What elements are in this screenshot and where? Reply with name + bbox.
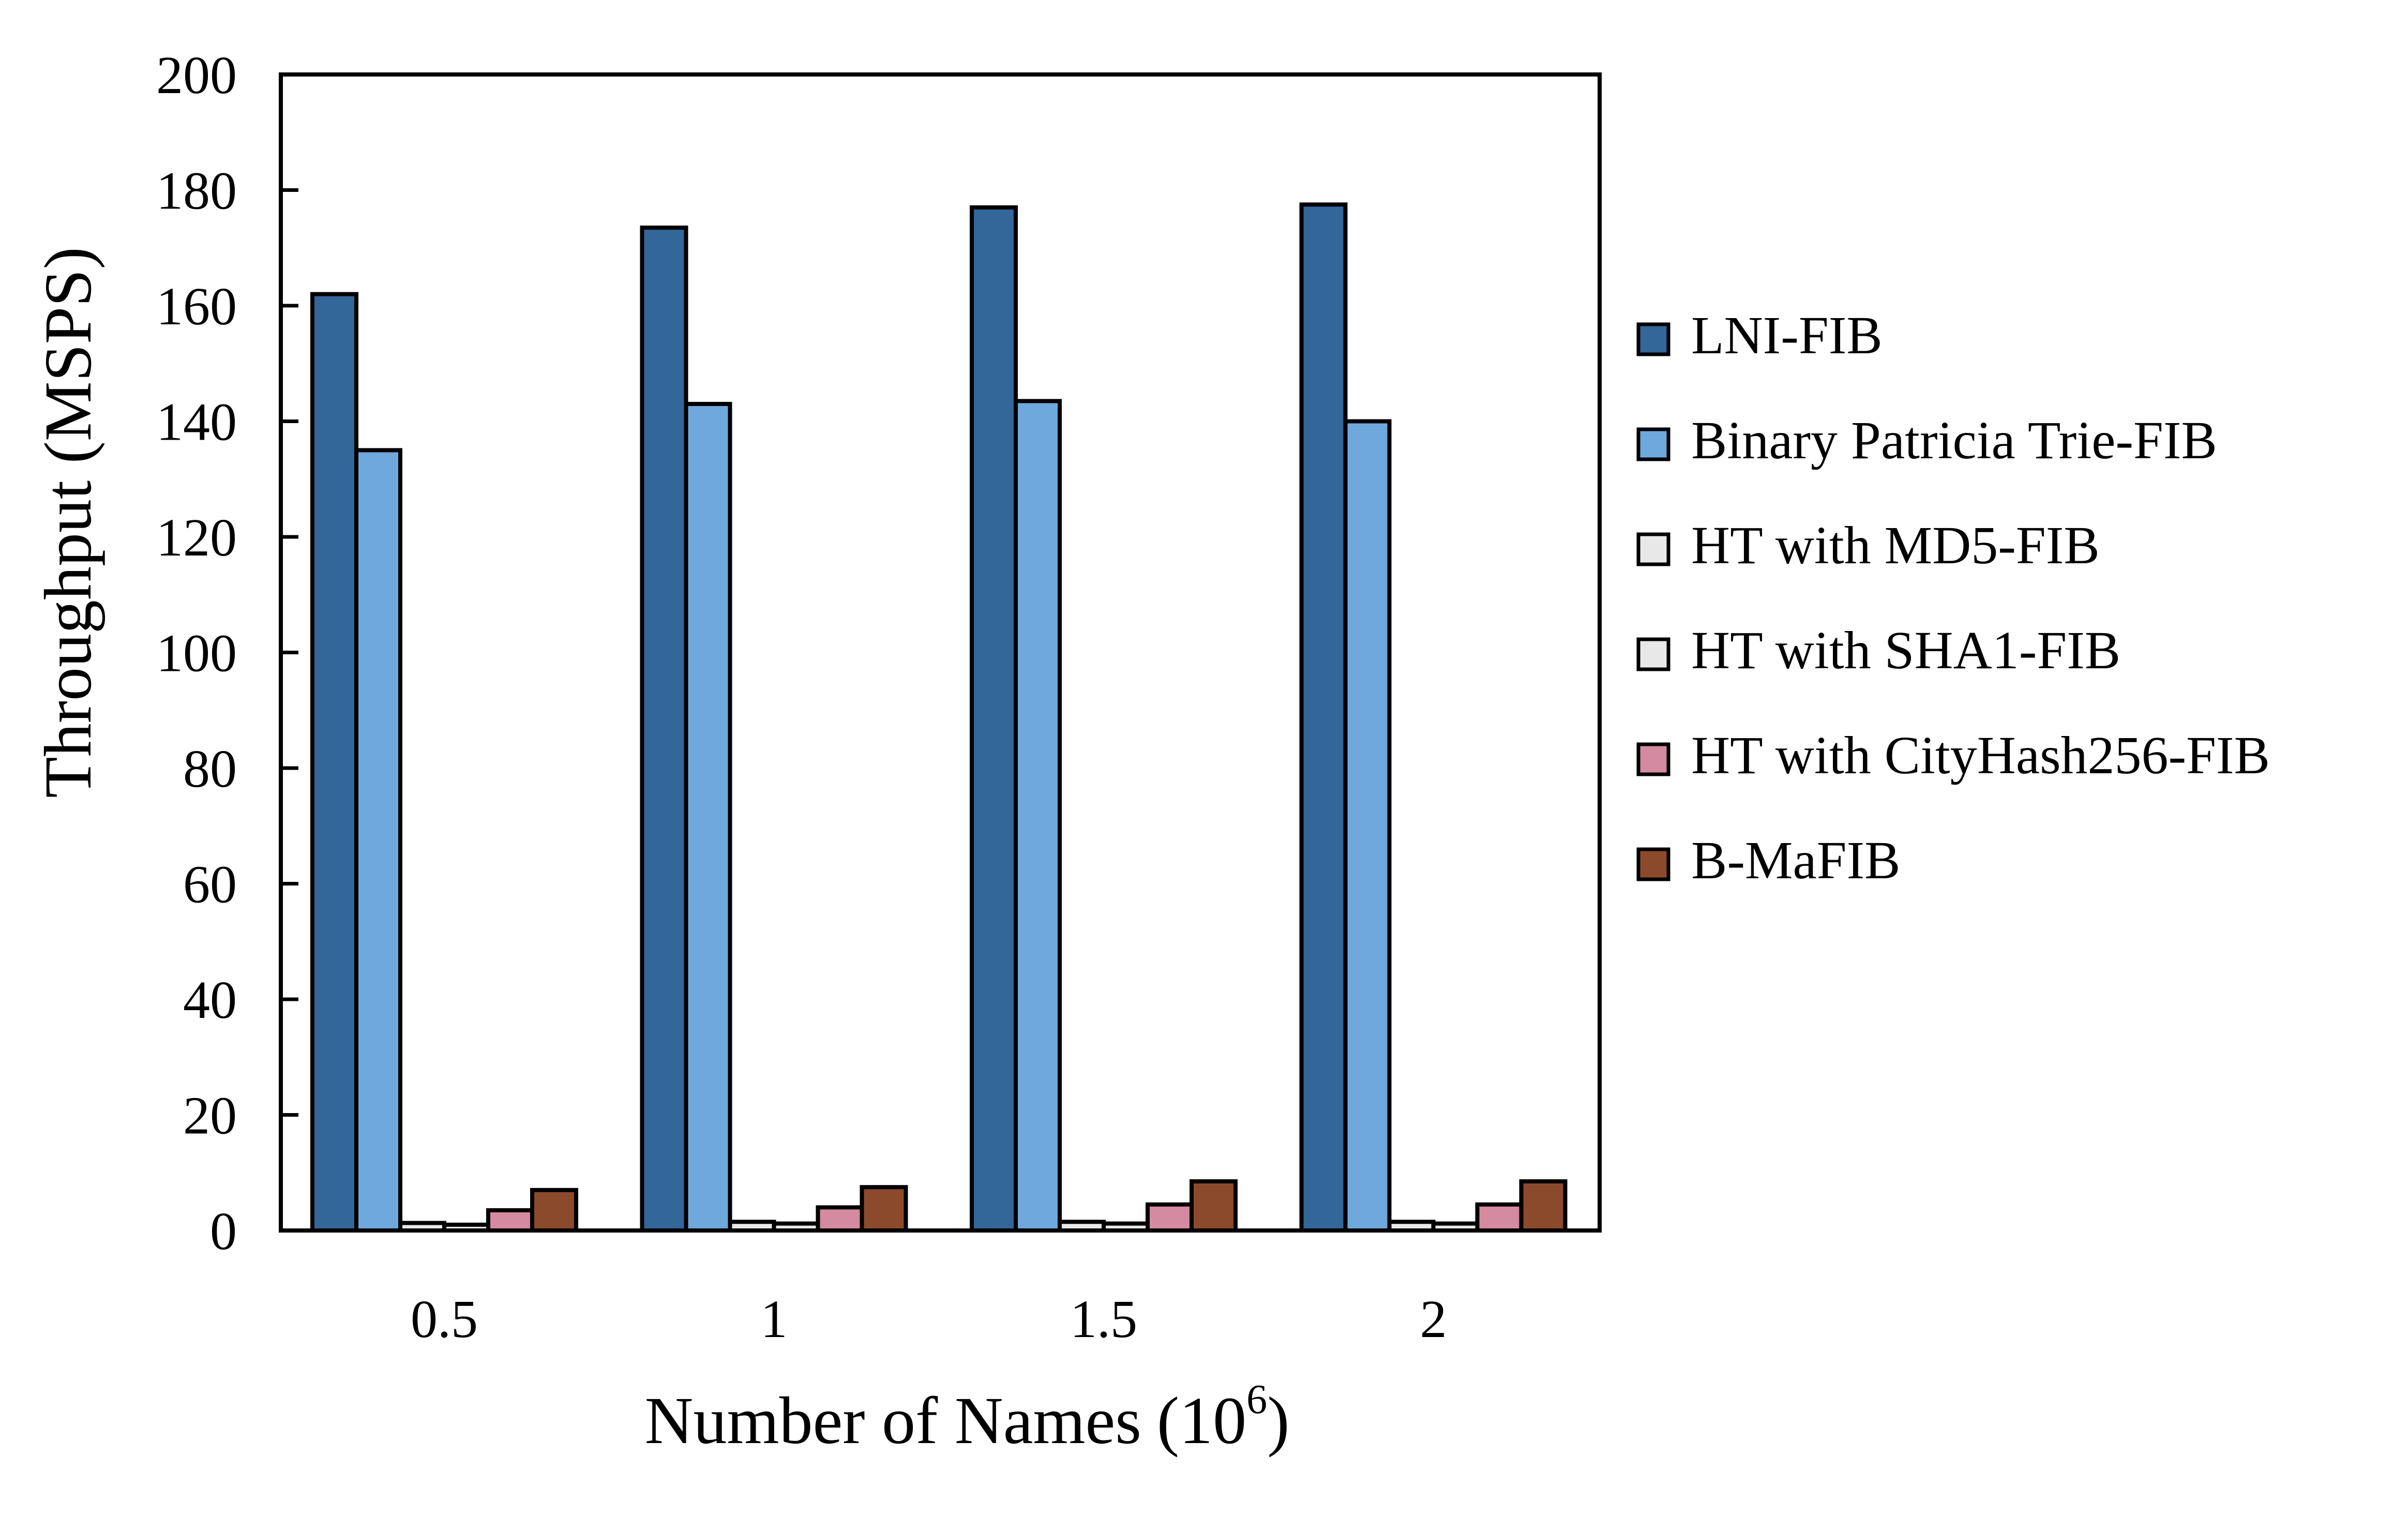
bar xyxy=(1014,399,1062,1233)
bar xyxy=(640,226,688,1233)
bar xyxy=(1343,419,1392,1233)
y-tick-label: 40 xyxy=(183,970,237,1030)
bar xyxy=(1475,1202,1524,1233)
legend-swatch xyxy=(1636,847,1670,881)
bar xyxy=(486,1208,534,1233)
legend-swatch xyxy=(1636,427,1670,461)
bar xyxy=(1146,1202,1194,1233)
bar xyxy=(816,1205,864,1233)
y-tick-label: 120 xyxy=(156,508,237,567)
bar xyxy=(970,205,1018,1233)
x-axis-title-text: Number of Names xyxy=(645,1384,1141,1458)
plot-area-frame xyxy=(279,72,1602,1233)
legend-swatch xyxy=(1636,532,1670,566)
bar xyxy=(310,292,358,1233)
x-axis-title: Number of Names (106) xyxy=(645,1377,1290,1458)
legend-label: B-MaFIB xyxy=(1691,831,1900,890)
y-tick-label: 80 xyxy=(183,739,237,799)
y-tick-label: 20 xyxy=(183,1086,237,1146)
x-tick-label: 2 xyxy=(1420,1289,1447,1349)
legend-swatch xyxy=(1636,637,1670,671)
bar xyxy=(860,1185,908,1233)
x-axis-title-unit-exp: 6 xyxy=(1246,1377,1267,1422)
x-axis-title-unit-base: (10 xyxy=(1157,1384,1246,1458)
bar xyxy=(1299,202,1348,1233)
legend-label: HT with SHA1-FIB xyxy=(1691,621,2120,680)
x-tick-label: 1.5 xyxy=(1070,1289,1137,1349)
y-tick-label: 160 xyxy=(156,277,237,336)
y-axis-title: Throughput (MSPS) xyxy=(31,247,106,798)
legend-swatch xyxy=(1636,742,1670,776)
x-axis-title-unit-close: ) xyxy=(1267,1384,1289,1458)
legend-swatch xyxy=(1636,322,1670,356)
bar xyxy=(354,448,402,1233)
x-tick-label: 0.5 xyxy=(411,1289,478,1349)
legend-label: HT with CityHash256-FIB xyxy=(1691,726,2270,785)
legend-label: Binary Patricia Trie-FIB xyxy=(1691,411,2217,470)
x-axis-tick-labels: 0.5 1 1.5 2 xyxy=(411,1289,1447,1349)
legend: LNI-FIB Binary Patricia Trie-FIB HT with M… xyxy=(1636,306,2270,890)
bar xyxy=(1190,1179,1238,1233)
x-tick-label: 1 xyxy=(761,1289,788,1349)
legend-label: LNI-FIB xyxy=(1691,306,1883,365)
y-tick-label: 140 xyxy=(156,393,237,452)
y-tick-label: 180 xyxy=(156,161,237,221)
bars-group xyxy=(310,202,1568,1233)
y-tick-label: 0 xyxy=(210,1202,237,1261)
bar xyxy=(530,1188,578,1233)
y-tick-label: 200 xyxy=(156,46,237,105)
bar xyxy=(1519,1179,1568,1233)
y-axis-ticks: 0 20 40 60 80 100 120 140 160 180 200 xyxy=(156,46,298,1261)
legend-label: HT with MD5-FIB xyxy=(1691,516,2100,575)
y-tick-label: 60 xyxy=(183,855,237,914)
y-tick-label: 100 xyxy=(156,624,237,683)
bar xyxy=(684,401,732,1233)
